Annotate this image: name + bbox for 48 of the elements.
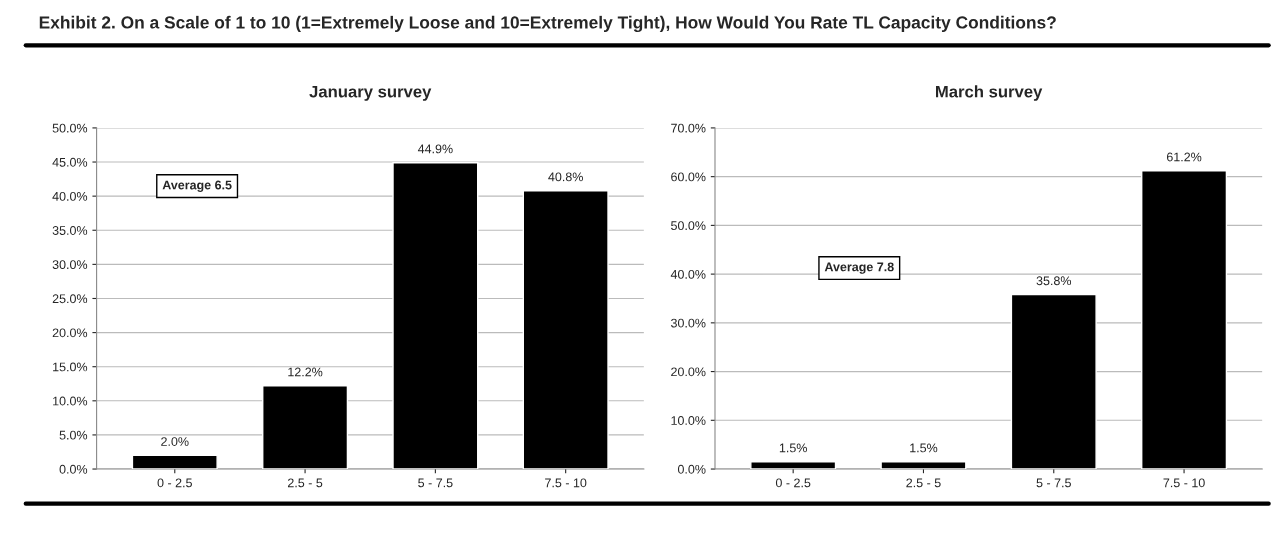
y-tick-label: 10.0% — [671, 416, 706, 425]
data-label: 61.2% — [1166, 152, 1202, 162]
y-tick-label: 40.0% — [670, 269, 706, 279]
bar — [522, 189, 609, 470]
annotation: Average 6.5 — [162, 180, 232, 192]
bar — [1010, 293, 1097, 470]
data-label: 12.2% — [288, 367, 323, 377]
data-label: 44.9% — [417, 144, 453, 154]
bar — [131, 454, 218, 470]
data-label: 40.8% — [548, 172, 583, 182]
bar — [262, 385, 349, 470]
data-label: 2.0% — [161, 437, 189, 446]
y-tick-label: 30.0% — [671, 318, 706, 328]
x-tick-label: 0 - 2.5 — [157, 478, 192, 488]
y-tick-label: 45.0% — [52, 157, 88, 167]
y-tick-label: 50.0% — [671, 221, 706, 231]
bar — [392, 162, 479, 470]
x-tick-label: 2.5 - 5 — [906, 478, 941, 488]
y-tick-label: 25.0% — [52, 294, 88, 304]
y-tick-label: 70.0% — [671, 123, 706, 133]
bar — [880, 461, 967, 470]
y-tick-label: 0.0% — [677, 464, 706, 474]
x-tick-label: 5 - 7.5 — [418, 478, 453, 488]
chart-title: January survey — [309, 85, 432, 101]
y-tick-label: 50.0% — [52, 123, 88, 133]
annotation: Average 7.8 — [824, 262, 894, 274]
chart-subtitle: Exhibit 2. On a Scale of 1 to 10 (1=Extremely Loose and 10=Extremely Tight), How Would You Rate TL Capacity Conditions? — [39, 15, 1056, 33]
data-label: 1.5% — [779, 443, 807, 453]
y-tick-label: 15.0% — [53, 362, 88, 372]
x-tick-label: 2.5 - 5 — [287, 478, 323, 488]
chart-title: March survey — [936, 85, 1043, 101]
bar — [1141, 170, 1228, 470]
x-tick-label: 5 - 7.5 — [1036, 478, 1071, 488]
x-tick-label: 7.5 - 10 — [545, 478, 587, 488]
bar — [750, 461, 837, 470]
y-tick-label: 0.0% — [59, 464, 88, 474]
y-tick-label: 60.0% — [671, 172, 706, 182]
data-label: 35.8% — [1036, 276, 1072, 286]
x-tick-label: 0 - 2.5 — [775, 478, 811, 488]
y-tick-label: 30.0% — [52, 260, 88, 270]
data-label: 1.5% — [910, 443, 938, 453]
y-tick-label: 5.0% — [59, 430, 88, 440]
y-tick-label: 35.0% — [52, 226, 88, 235]
y-tick-label: 20.0% — [52, 328, 88, 338]
y-tick-label: 40.0% — [52, 191, 88, 201]
x-tick-label: 7.5 - 10 — [1163, 478, 1205, 488]
y-tick-label: 10.0% — [53, 396, 88, 406]
y-tick-label: 20.0% — [671, 367, 706, 377]
